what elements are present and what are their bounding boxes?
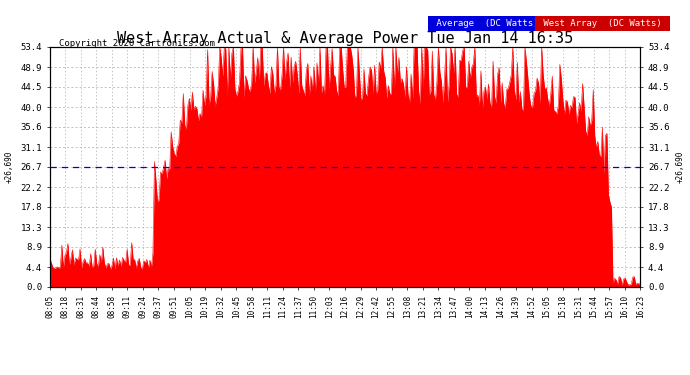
Text: +26,690: +26,690: [5, 151, 14, 183]
Text: +26,690: +26,690: [676, 151, 685, 183]
Text: Average  (DC Watts): Average (DC Watts): [431, 19, 544, 28]
Title: West Array Actual & Average Power Tue Jan 14 16:35: West Array Actual & Average Power Tue Ja…: [117, 31, 573, 46]
Text: West Array  (DC Watts): West Array (DC Watts): [538, 19, 667, 28]
Text: Copyright 2020 Cartronics.com: Copyright 2020 Cartronics.com: [59, 39, 215, 48]
